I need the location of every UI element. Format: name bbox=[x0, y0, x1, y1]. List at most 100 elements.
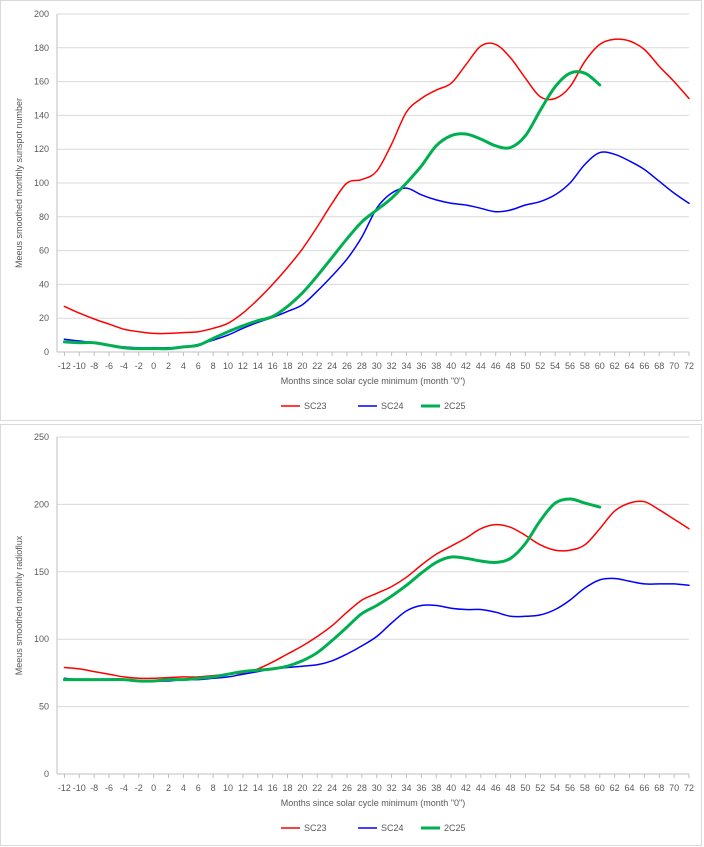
x-tick-label: 16 bbox=[268, 783, 278, 793]
x-tick-label: 72 bbox=[684, 361, 694, 371]
y-tick-label: 0 bbox=[44, 769, 49, 779]
x-tick-label: 48 bbox=[506, 783, 516, 793]
x-tick-label: 20 bbox=[297, 783, 307, 793]
x-tick-label: 60 bbox=[595, 783, 605, 793]
x-tick-label: 62 bbox=[610, 361, 620, 371]
x-tick-label: 20 bbox=[297, 361, 307, 371]
x-tick-label: 68 bbox=[654, 783, 664, 793]
x-tick-label: 56 bbox=[565, 783, 575, 793]
x-tick-label: 50 bbox=[520, 783, 530, 793]
x-tick-label: 58 bbox=[580, 783, 590, 793]
x-tick-label: 6 bbox=[196, 783, 201, 793]
x-tick-label: 44 bbox=[476, 783, 486, 793]
x-tick-label: 30 bbox=[372, 361, 382, 371]
x-tick-label: 42 bbox=[461, 361, 471, 371]
y-tick-label: 200 bbox=[34, 499, 49, 509]
series-line-sc23 bbox=[63, 38, 690, 335]
x-tick-label: -4 bbox=[120, 361, 128, 371]
x-tick-label: 34 bbox=[401, 783, 411, 793]
x-tick-label: 38 bbox=[431, 783, 441, 793]
y-tick-label: 80 bbox=[39, 212, 49, 222]
x-tick-label: 10 bbox=[223, 783, 233, 793]
y-tick-label: 140 bbox=[34, 110, 49, 120]
y-tick-label: 160 bbox=[34, 77, 49, 87]
legend-label-sc23: SC23 bbox=[304, 401, 327, 411]
x-tick-label: 4 bbox=[181, 783, 186, 793]
x-tick-label: 62 bbox=[610, 783, 620, 793]
y-axis-title: Meeus smoothed monthly radioflux bbox=[14, 535, 24, 675]
x-tick-label: 42 bbox=[461, 783, 471, 793]
x-tick-label: 24 bbox=[327, 783, 337, 793]
x-tick-label: 36 bbox=[416, 783, 426, 793]
x-tick-label: 46 bbox=[491, 361, 501, 371]
series-line-2c25 bbox=[62, 70, 602, 351]
x-tick-label: -4 bbox=[120, 783, 128, 793]
x-tick-label: 2 bbox=[166, 361, 171, 371]
x-tick-label: 72 bbox=[684, 783, 694, 793]
x-tick-label: 8 bbox=[211, 783, 216, 793]
x-tick-label: 54 bbox=[550, 783, 560, 793]
x-tick-label: 22 bbox=[312, 783, 322, 793]
chart-panel-sunspot: 0 20 40 60 80 100 120 140 160 180 200 -12 -10 -8 -6 -4-… bbox=[0, 0, 702, 421]
x-tick-label: 14 bbox=[253, 361, 263, 371]
x-tick-label: 52 bbox=[535, 361, 545, 371]
chart-panel-radioflux: 0 50 100 150 200 250 -12 -10 -8 -6 -4 -2 0 2 4 6 8 10 12 14… bbox=[0, 424, 702, 846]
x-tick-label: 64 bbox=[625, 783, 635, 793]
x-tick-label: 0 bbox=[151, 361, 156, 371]
x-tick-label: -8 bbox=[90, 783, 98, 793]
x-tick-label: 38 bbox=[431, 361, 441, 371]
x-tick-label: 26 bbox=[342, 783, 352, 793]
x-tick-label: 32 bbox=[387, 361, 397, 371]
x-tick-label: 66 bbox=[639, 361, 649, 371]
x-tick-label: 34 bbox=[401, 361, 411, 371]
x-tick-label: 70 bbox=[669, 783, 679, 793]
x-tick-label: -2 bbox=[135, 783, 143, 793]
x-tick-label: -6 bbox=[105, 361, 113, 371]
x-tick-label: 66 bbox=[639, 783, 649, 793]
x-tick-label: 12 bbox=[238, 783, 248, 793]
x-tick-label: 2 bbox=[166, 783, 171, 793]
y-tick-label: 120 bbox=[34, 144, 49, 154]
x-tick-label: 44 bbox=[476, 361, 486, 371]
legend-label-2c25: 2C25 bbox=[444, 823, 466, 833]
y-tick-label: 50 bbox=[39, 702, 49, 712]
x-tick-label: 28 bbox=[357, 783, 367, 793]
legend-label-sc24: SC24 bbox=[381, 823, 404, 833]
y-tick-label: 20 bbox=[39, 313, 49, 323]
x-tick-label: 40 bbox=[446, 783, 456, 793]
series-line-2c25 bbox=[62, 497, 602, 683]
x-tick-label: 50 bbox=[520, 361, 530, 371]
x-tick-label: 64 bbox=[625, 361, 635, 371]
legend-label-2c25: 2C25 bbox=[444, 401, 466, 411]
x-tick-label: 26 bbox=[342, 361, 352, 371]
x-axis-title: Months since solar cycle minimum (month … bbox=[281, 798, 465, 808]
x-tick-label: 18 bbox=[282, 783, 292, 793]
x-tick-label: 0 bbox=[151, 783, 156, 793]
x-tick-label: 4 bbox=[181, 361, 186, 371]
x-tick-label: 60 bbox=[595, 361, 605, 371]
x-tick-label: -12 bbox=[58, 783, 71, 793]
x-tick-label: 12 bbox=[238, 361, 248, 371]
y-tick-label: 100 bbox=[34, 634, 49, 644]
x-axis-title: Months since solar cycle minimum (month … bbox=[281, 376, 465, 386]
x-tick-label: 46 bbox=[491, 783, 501, 793]
x-tick-label: 28 bbox=[357, 361, 367, 371]
x-tick-label: 68 bbox=[654, 361, 664, 371]
x-tick-label: 32 bbox=[387, 783, 397, 793]
x-tick-label: -8 bbox=[90, 361, 98, 371]
x-tick-label: 6 bbox=[196, 361, 201, 371]
y-tick-label: 0 bbox=[44, 347, 49, 357]
x-tick-label: 30 bbox=[372, 783, 382, 793]
y-tick-label: 180 bbox=[34, 43, 49, 53]
x-tick-label: 70 bbox=[669, 361, 679, 371]
x-tick-label: 56 bbox=[565, 361, 575, 371]
x-tick-label: 18 bbox=[282, 361, 292, 371]
y-tick-label: 200 bbox=[34, 9, 49, 19]
y-tick-label: 150 bbox=[34, 567, 49, 577]
y-tick-label: 250 bbox=[34, 432, 49, 442]
x-tick-label: 16 bbox=[268, 361, 278, 371]
series-line-sc23 bbox=[63, 500, 690, 680]
x-tick-label: 40 bbox=[446, 361, 456, 371]
